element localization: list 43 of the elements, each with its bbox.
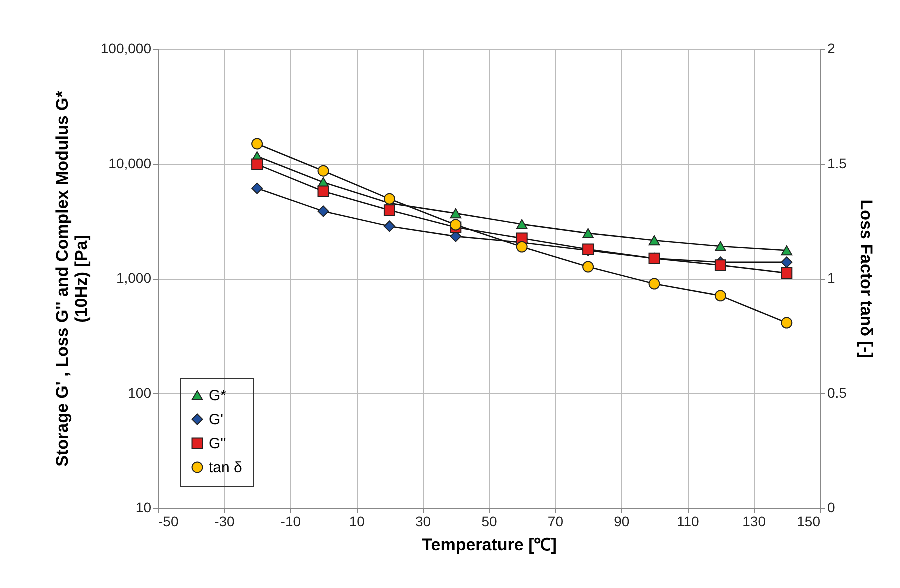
point xyxy=(781,246,793,256)
y2-axis-title: Loss Factor tanδ [-] xyxy=(856,200,876,358)
y-axis-title: Storage G' , Loss G'' and Complex Modulus G* (10Hz) [Pa] xyxy=(52,90,91,467)
y2-tick-label: 0 xyxy=(828,500,836,516)
legend-label: G'' xyxy=(209,436,227,452)
y-tick-label: 10 xyxy=(136,500,152,516)
point xyxy=(318,206,330,218)
y2-tick-label: 0.5 xyxy=(828,384,848,401)
point xyxy=(648,236,660,246)
point xyxy=(582,228,594,238)
x-tick-label: 70 xyxy=(548,514,564,530)
x-tick-label: 90 xyxy=(614,514,630,530)
point xyxy=(714,241,726,252)
legend-label: tan δ xyxy=(209,460,242,476)
point xyxy=(384,220,396,232)
point xyxy=(781,268,793,280)
point xyxy=(252,158,264,170)
x-tick-label: -50 xyxy=(158,514,179,530)
x-tick-label: 150 xyxy=(797,514,821,530)
y-tick-label: 10,000 xyxy=(108,155,152,172)
legend-label: G* xyxy=(209,388,227,404)
y-tick-label: 100 xyxy=(128,384,152,401)
y2-tick-label: 2 xyxy=(828,40,836,56)
y2-tick-label: 1.5 xyxy=(828,155,848,172)
x-tick-label: -30 xyxy=(214,514,236,530)
point xyxy=(252,182,264,194)
point xyxy=(450,208,462,219)
x-tick-label: 130 xyxy=(742,514,766,530)
x-tick-label: 110 xyxy=(676,514,700,530)
point xyxy=(318,186,330,198)
x-axis-title: Temperature [℃] xyxy=(422,536,557,554)
y-tick-label: 1,000 xyxy=(116,270,152,286)
legend-label: G' xyxy=(209,412,224,428)
point xyxy=(714,260,726,272)
x-tick-label: -10 xyxy=(280,514,302,530)
point xyxy=(516,219,528,230)
x-tick-label: 10 xyxy=(349,514,366,530)
y2-tick-label: 1 xyxy=(828,270,836,286)
x-tick-label: 50 xyxy=(482,514,498,530)
x-tick-label: 30 xyxy=(416,514,432,530)
y-tick-label: 100,000 xyxy=(100,40,152,56)
point xyxy=(384,204,396,216)
point xyxy=(781,256,793,268)
